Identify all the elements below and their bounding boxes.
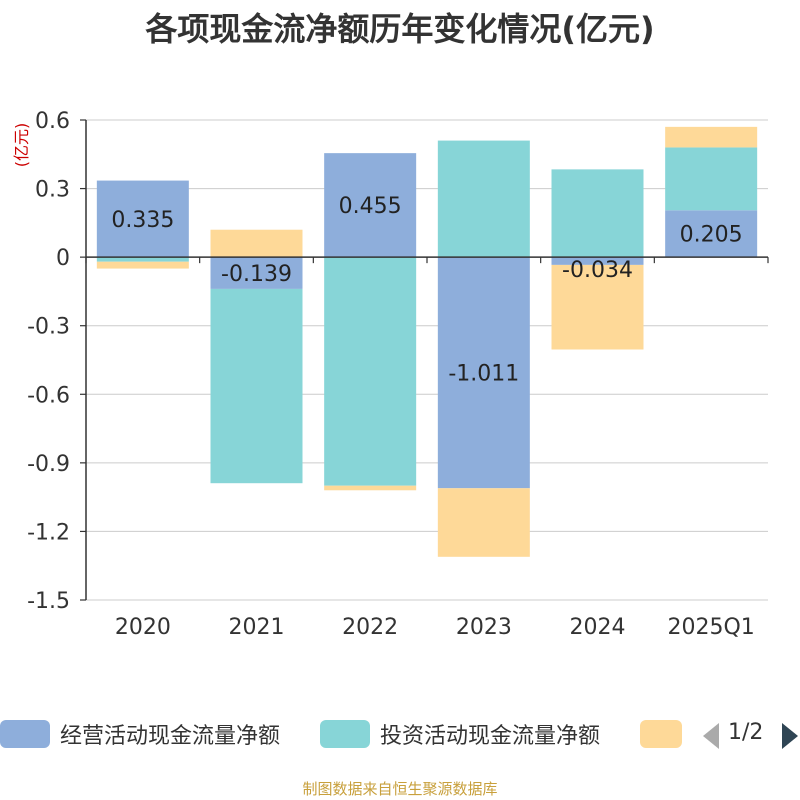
bar-segment[interactable] <box>437 140 530 258</box>
data-label: 0.205 <box>680 223 743 248</box>
stacked-bar-chart: 0.6 0.3 0 -0.3 -0.6 -0.9 -1.2 -1.5 2020 2021 2022 2… <box>12 109 769 640</box>
bars <box>96 126 758 557</box>
legend-swatch-financing <box>640 720 682 748</box>
bar-segment[interactable] <box>96 261 189 269</box>
data-label: -0.139 <box>221 262 292 287</box>
bar-segment[interactable] <box>210 229 303 258</box>
axes: 0.6 0.3 0 -0.3 -0.6 -0.9 -1.2 -1.5 2020 2021 2022 2… <box>27 109 769 640</box>
x-tick-label: 2022 <box>342 615 398 640</box>
legend: 经营活动现金流量净额 投资活动现金流量净额 1/2 <box>0 714 800 754</box>
legend-label-investing: 投资活动现金流量净额 <box>380 724 601 749</box>
bar-segment[interactable] <box>551 264 644 350</box>
legend-item-financing[interactable] <box>640 714 682 754</box>
bar-segment[interactable] <box>210 257 303 289</box>
legend-item-investing[interactable]: 投资活动现金流量净额 <box>320 714 600 754</box>
legend-page-indicator: 1/2 <box>728 720 764 745</box>
y-tick-label: -0.6 <box>27 383 70 408</box>
data-label: 0.455 <box>339 194 402 219</box>
data-label: 0.335 <box>111 208 174 233</box>
data-labels: 0.335 -0.139 0.455 -1.011 -0.034 0.205 <box>111 194 742 387</box>
bar-segment[interactable] <box>324 153 417 258</box>
bar-segment[interactable] <box>324 485 417 491</box>
y-tick-label: -1.2 <box>27 520 70 545</box>
y-tick-label: 0.3 <box>35 178 70 203</box>
bar-segment[interactable] <box>551 257 644 265</box>
bar-segment[interactable] <box>324 257 417 486</box>
y-tick-label: 0.6 <box>35 109 70 134</box>
bar-segment[interactable] <box>210 288 303 484</box>
legend-next-page-icon[interactable] <box>782 723 798 749</box>
bar-segment[interactable] <box>96 180 189 258</box>
x-tick-label: 2020 <box>115 615 171 640</box>
x-tick-label: 2024 <box>570 615 626 640</box>
bar-segment[interactable] <box>665 147 758 211</box>
data-label: -1.011 <box>448 362 519 387</box>
chart-title: 各项现金流净额历年变化情况(亿元) <box>145 10 655 48</box>
y-tick-label: -0.9 <box>27 452 70 477</box>
x-tick-label: 2025Q1 <box>668 615 755 640</box>
x-tick-label: 2021 <box>229 615 285 640</box>
bar-segment[interactable] <box>665 126 758 148</box>
y-tick-label: -0.3 <box>27 315 70 340</box>
legend-item-operating[interactable]: 经营活动现金流量净额 <box>0 714 280 754</box>
legend-swatch-investing <box>320 720 370 748</box>
x-tick-label: 2023 <box>456 615 512 640</box>
y-tick-label: -1.5 <box>27 589 70 614</box>
y-axis-label: (亿元) <box>12 123 31 168</box>
y-tick-label: 0 <box>56 246 70 271</box>
bar-segment[interactable] <box>551 169 644 258</box>
data-label: -0.034 <box>562 258 633 283</box>
legend-prev-page-icon[interactable] <box>703 723 719 749</box>
bar-segment[interactable] <box>437 488 530 557</box>
legend-swatch-operating <box>0 720 50 748</box>
bar-segment[interactable] <box>96 257 189 262</box>
grid-lines <box>86 119 768 601</box>
bar-segment[interactable] <box>665 210 758 258</box>
data-source-note: 制图数据来自恒生聚源数据库 <box>302 780 498 798</box>
legend-label-operating: 经营活动现金流量净额 <box>60 724 281 749</box>
bar-segment[interactable] <box>437 257 530 489</box>
